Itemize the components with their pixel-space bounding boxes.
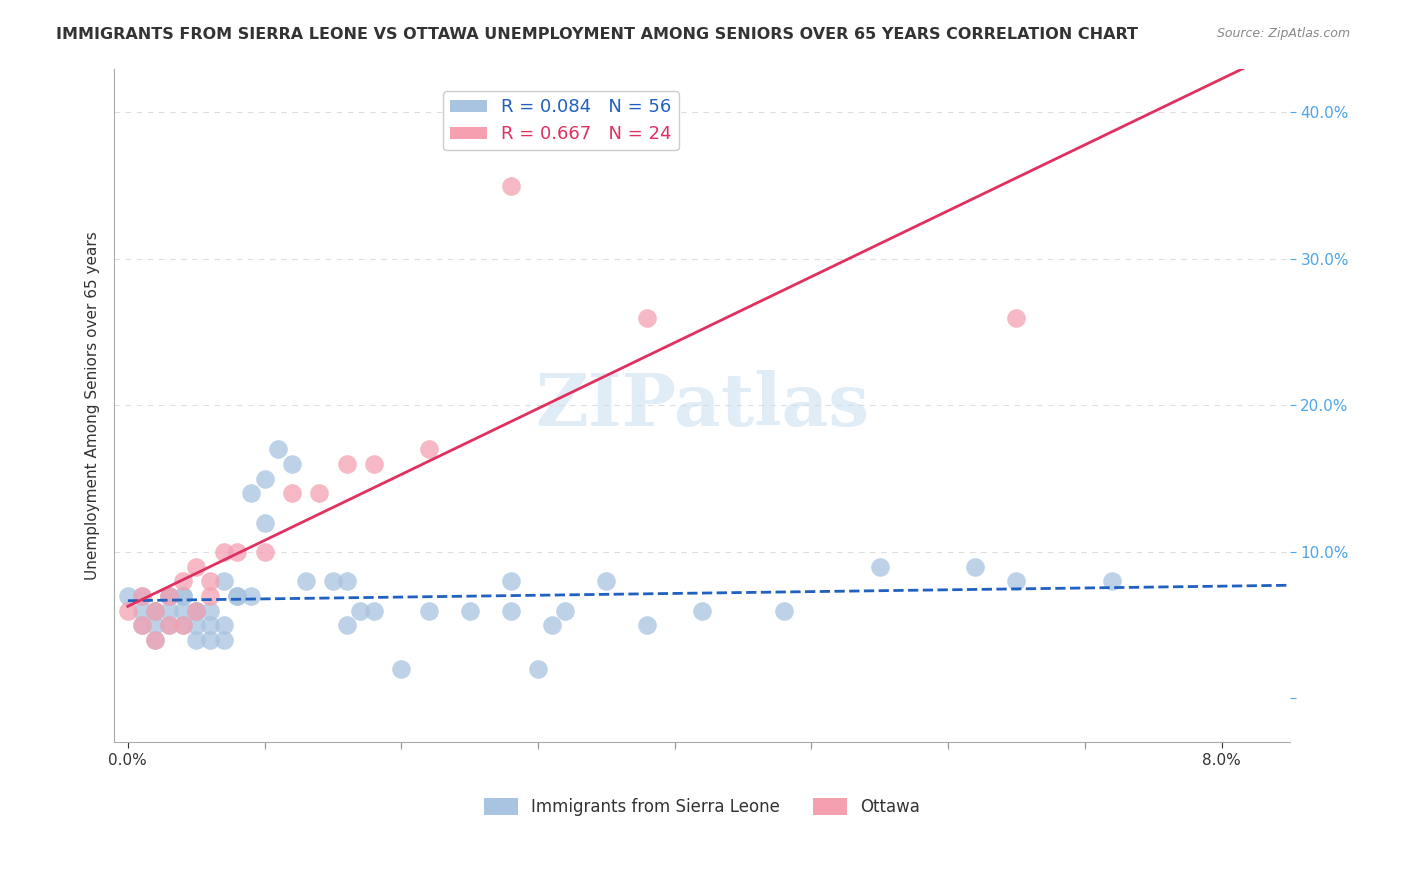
Point [212, 574, 235, 589]
Point [239, 486, 262, 500]
Point [773, 604, 796, 618]
Point [143, 604, 166, 618]
Point [636, 310, 658, 325]
Point [172, 589, 194, 603]
Point [212, 632, 235, 647]
Text: IMMIGRANTS FROM SIERRA LEONE VS OTTAWA UNEMPLOYMENT AMONG SENIORS OVER 65 YEARS : IMMIGRANTS FROM SIERRA LEONE VS OTTAWA U… [56, 27, 1139, 42]
Point [117, 604, 139, 618]
Point [157, 618, 180, 632]
Point [157, 589, 180, 603]
Point [117, 589, 139, 603]
Point [554, 604, 576, 618]
Point [172, 574, 194, 589]
Point [172, 589, 194, 603]
Point [143, 632, 166, 647]
Point [418, 604, 440, 618]
Point [239, 589, 262, 603]
Point [157, 589, 180, 603]
Point [172, 604, 194, 618]
Point [253, 472, 276, 486]
Point [212, 618, 235, 632]
Y-axis label: Unemployment Among Seniors over 65 years: Unemployment Among Seniors over 65 years [86, 231, 100, 580]
Point [186, 618, 208, 632]
Point [131, 604, 153, 618]
Point [143, 632, 166, 647]
Point [1101, 574, 1123, 589]
Point [267, 442, 290, 457]
Point [458, 604, 481, 618]
Point [186, 559, 208, 574]
Point [540, 618, 562, 632]
Point [198, 632, 221, 647]
Point [253, 516, 276, 530]
Point [143, 604, 166, 618]
Point [143, 604, 166, 618]
Point [363, 457, 385, 471]
Point [349, 604, 371, 618]
Point [198, 589, 221, 603]
Point [212, 545, 235, 559]
Point [595, 574, 617, 589]
Point [131, 618, 153, 632]
Point [186, 604, 208, 618]
Point [186, 604, 208, 618]
Point [499, 178, 522, 193]
Point [198, 574, 221, 589]
Point [157, 604, 180, 618]
Point [281, 457, 304, 471]
Point [965, 559, 987, 574]
Point [281, 486, 304, 500]
Point [253, 545, 276, 559]
Point [499, 574, 522, 589]
Point [226, 589, 249, 603]
Point [499, 604, 522, 618]
Point [172, 618, 194, 632]
Point [527, 662, 550, 676]
Point [226, 589, 249, 603]
Point [1005, 310, 1028, 325]
Point [869, 559, 891, 574]
Point [226, 545, 249, 559]
Point [336, 618, 359, 632]
Point [336, 457, 359, 471]
Point [157, 618, 180, 632]
Text: Source: ZipAtlas.com: Source: ZipAtlas.com [1216, 27, 1350, 40]
Point [308, 486, 330, 500]
Point [1005, 574, 1028, 589]
Point [198, 604, 221, 618]
Point [186, 632, 208, 647]
Point [636, 618, 658, 632]
Point [389, 662, 412, 676]
Point [157, 589, 180, 603]
Point [363, 604, 385, 618]
Point [418, 442, 440, 457]
Point [131, 589, 153, 603]
Point [143, 618, 166, 632]
Point [131, 589, 153, 603]
Text: ZIPatlas: ZIPatlas [536, 370, 869, 441]
Point [690, 604, 713, 618]
Point [198, 618, 221, 632]
Point [294, 574, 316, 589]
Point [186, 604, 208, 618]
Point [172, 618, 194, 632]
Point [336, 574, 359, 589]
Legend: Immigrants from Sierra Leone, Ottawa: Immigrants from Sierra Leone, Ottawa [478, 791, 927, 822]
Point [131, 618, 153, 632]
Point [322, 574, 344, 589]
